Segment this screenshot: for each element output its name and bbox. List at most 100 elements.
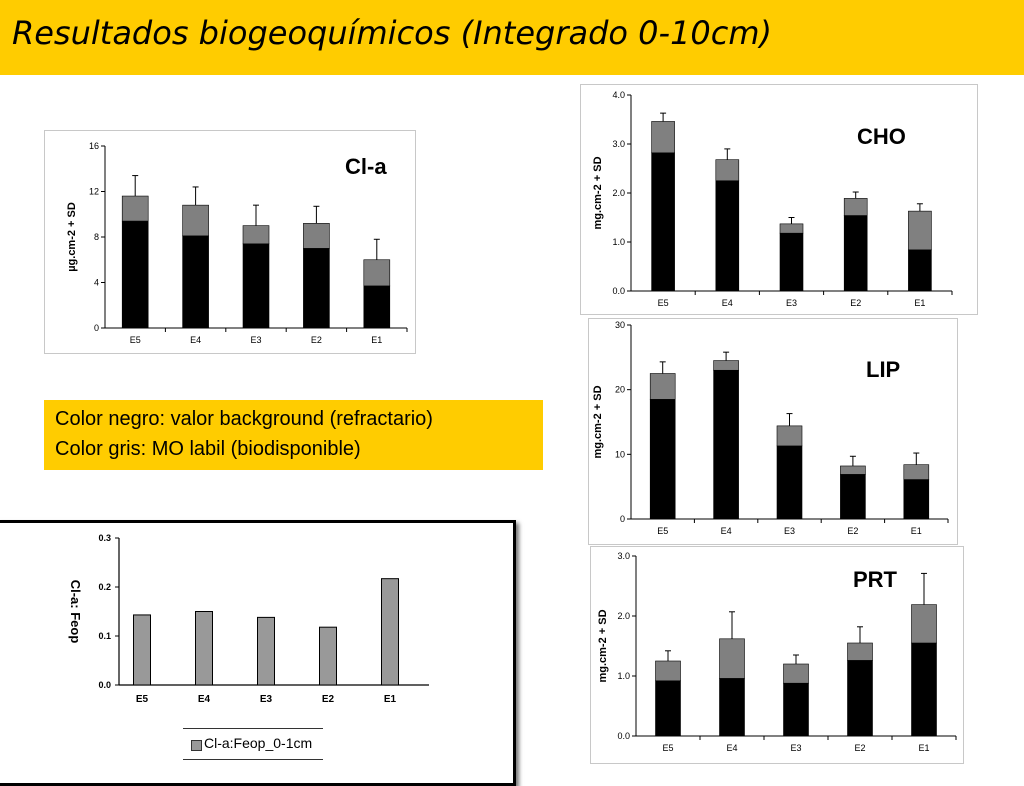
cho-y-tick-label: 4.0 (612, 90, 625, 100)
prt-x-tick-label: E4 (726, 743, 737, 753)
lip-bar-labile-E1 (903, 464, 930, 480)
ratio-y-tick-label: 0.2 (98, 582, 111, 592)
cla-chart-panel: 0 4 8 12 16 µg.cm-2 + SD E5 E4 E3 E2 E1 Cl-a (44, 130, 416, 354)
lip-bar-labile-E2 (840, 465, 866, 475)
cho-bar-refractory-E4 (715, 180, 740, 292)
ratio-legend-swatch (191, 740, 202, 751)
ratio-x-tick-label: E2 (322, 694, 335, 705)
prt-bar-refractory-E1 (911, 642, 937, 737)
prt-bar-labile-E4 (719, 638, 745, 679)
title-bar: Resultados biogeoquímicos (Integrado 0-1… (0, 0, 1024, 75)
cla-bar-labile-E5 (121, 195, 149, 222)
prt-bar-labile-E3 (783, 663, 809, 684)
ratio-y-tick-label: 0.3 (98, 533, 111, 543)
lip-x-tick-label: E2 (847, 526, 858, 536)
cla-bar-refractory-E2 (303, 248, 330, 329)
lip-y-tick-label: 20 (615, 385, 625, 395)
lip-x-tick-label: E4 (721, 526, 732, 536)
cla-y-tick-label: 12 (89, 187, 99, 197)
prt-x-tick-label: E1 (918, 743, 929, 753)
ratio-y-tick-label: 0.1 (98, 631, 111, 641)
lip-x-tick-label: E3 (784, 526, 795, 536)
ratio-bar-E4 (195, 611, 213, 686)
cho-bar-refractory-E5 (651, 152, 675, 292)
cho-x-tick-label: E2 (850, 298, 861, 308)
cla-bar-labile-E1 (363, 259, 391, 287)
cla-chart-label: Cl-a (345, 154, 387, 179)
cla-chart: 0 4 8 12 16 µg.cm-2 + SD E5 E4 E3 E2 E1 (66, 141, 408, 345)
ratio-chart-legend: Cl-a:Feop_0-1cm (183, 728, 323, 760)
ratio-x-tick-label: E1 (384, 694, 397, 705)
prt-y-tick-label: 1.0 (617, 671, 630, 681)
lip-bar-refractory-E3 (776, 445, 803, 520)
prt-y-axis-label: mg.cm-2 + SD (597, 609, 609, 682)
cho-chart: 0.0 1.0 2.0 3.0 4.0 mg.cm-2 + SD E5 E4 E3 E2 E1 (592, 90, 953, 308)
cho-bar-labile-E2 (843, 198, 868, 216)
cla-bar-refractory-E4 (182, 235, 209, 329)
cho-chart-panel: 0.0 1.0 2.0 3.0 4.0 mg.cm-2 + SD E5 E4 E3 E2 E1 CH… (580, 84, 978, 315)
cho-chart-label: CHO (857, 124, 906, 149)
cho-x-tick-label: E4 (722, 298, 733, 308)
ratio-bar-E2 (319, 626, 337, 686)
cla-x-tick-label: E1 (371, 335, 382, 345)
lip-bar-refractory-E5 (649, 399, 676, 520)
lip-bar-refractory-E2 (840, 474, 866, 520)
cho-bar-labile-E1 (908, 210, 932, 251)
cho-x-tick-label: E1 (914, 298, 925, 308)
prt-bar-refractory-E2 (847, 660, 873, 737)
prt-x-tick-label: E5 (662, 743, 673, 753)
cla-y-axis-label: µg.cm-2 + SD (66, 202, 78, 272)
prt-bar-refractory-E5 (655, 680, 681, 737)
prt-bar-refractory-E4 (719, 678, 745, 737)
lip-y-tick-label: 0 (620, 514, 625, 524)
lip-x-tick-label: E1 (911, 526, 922, 536)
prt-y-tick-label: 2.0 (617, 611, 630, 621)
lip-chart-label: LIP (866, 357, 901, 382)
cho-x-tick-label: E5 (658, 298, 669, 308)
prt-chart-panel: 0.0 1.0 2.0 3.0 mg.cm-2 + SD E5 E4 E3 E2 E1 PRT (590, 546, 964, 764)
cho-bar-labile-E4 (715, 159, 740, 182)
lip-bar-labile-E4 (713, 360, 739, 371)
cho-bar-refractory-E3 (779, 232, 804, 292)
ratio-x-tick-label: E4 (198, 694, 211, 705)
cla-y-tick-label: 0 (94, 323, 99, 333)
color-legend-note: Color negro: valor background (refractar… (44, 400, 543, 470)
prt-bar-refractory-E3 (783, 682, 809, 737)
lip-y-axis-label: mg.cm-2 + SD (592, 385, 604, 458)
cla-y-tick-label: 16 (89, 141, 99, 151)
prt-bar-labile-E2 (847, 642, 873, 661)
lip-bar-labile-E3 (776, 425, 803, 447)
legend-gray-line: Color gris: MO labil (biodisponible) (55, 438, 361, 460)
prt-bar-labile-E5 (655, 660, 681, 682)
cla-y-tick-label: 4 (94, 278, 99, 288)
cla-x-tick-label: E5 (130, 335, 141, 345)
lip-bar-labile-E5 (649, 373, 676, 400)
cho-x-tick-label: E3 (786, 298, 797, 308)
ratio-chart: 0.0 0.1 0.2 0.3 Cl-a: Feop E5 E4 E3 E2 E1 (68, 533, 429, 705)
cla-x-tick-label: E3 (250, 335, 261, 345)
cla-x-tick-label: E2 (311, 335, 322, 345)
prt-y-tick-label: 0.0 (617, 731, 630, 741)
cho-y-axis-label: mg.cm-2 + SD (592, 156, 604, 229)
ratio-y-tick-label: 0.0 (98, 680, 111, 690)
cla-bar-labile-E3 (242, 225, 270, 245)
cho-bar-labile-E3 (779, 223, 804, 234)
cla-x-tick-label: E4 (190, 335, 201, 345)
cho-bar-labile-E5 (651, 121, 675, 154)
cho-y-tick-label: 2.0 (612, 188, 625, 198)
lip-chart: 0 10 20 30 mg.cm-2 + SD E5 E4 E3 E2 E1 (592, 320, 949, 536)
cho-bar-refractory-E2 (843, 215, 868, 292)
lip-chart-panel: 0 10 20 30 mg.cm-2 + SD E5 E4 E3 E2 E1 LIP (588, 318, 958, 545)
prt-chart-label: PRT (853, 567, 897, 592)
cho-bar-refractory-E1 (908, 249, 932, 292)
legend-black-line: Color negro: valor background (refractar… (55, 408, 433, 430)
ratio-y-axis-label: Cl-a: Feop (68, 580, 83, 644)
ratio-x-tick-label: E5 (136, 694, 149, 705)
cla-bar-labile-E2 (303, 223, 330, 249)
cho-y-tick-label: 0.0 (612, 286, 625, 296)
prt-x-tick-label: E2 (854, 743, 865, 753)
prt-y-tick-label: 3.0 (617, 551, 630, 561)
cho-y-tick-label: 3.0 (612, 139, 625, 149)
lip-y-tick-label: 30 (615, 320, 625, 330)
cla-bar-refractory-E3 (242, 243, 270, 329)
